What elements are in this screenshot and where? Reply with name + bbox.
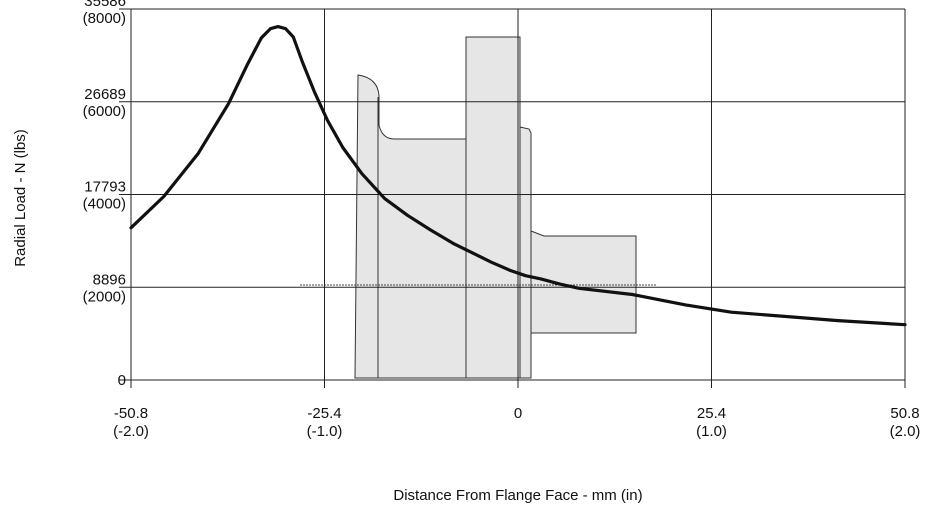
y-axis-title: Radial Load - N (lbs)	[12, 129, 29, 267]
x-tick-label: -25.4	[307, 405, 341, 422]
shaft-drawing	[300, 36, 657, 379]
grid	[119, 8, 906, 388]
y-tick-label: 26689	[84, 86, 126, 103]
x-tick-label: 0	[514, 405, 522, 422]
shaft-drawing-hub	[465, 36, 521, 379]
x-tick-label-in: (1.0)	[696, 423, 727, 440]
x-tick-label-in: (-1.0)	[307, 423, 343, 440]
shaft-drawing-step	[519, 126, 532, 379]
shaft-drawing-pilot	[530, 230, 637, 334]
y-tick-label: 8896	[93, 271, 126, 288]
y-tick-label-lbs: (2000)	[83, 288, 126, 305]
x-tick-label-in: (-2.0)	[113, 423, 149, 440]
y-tick-label-lbs: (8000)	[83, 10, 126, 27]
series-layer	[129, 25, 907, 327]
tick-labels: 0 8896(2000) 17793(4000) 26689(6000) 35586(8…	[83, 0, 921, 440]
y-tick-label-lbs: (4000)	[83, 196, 126, 213]
y-tick-label: 0	[118, 372, 126, 389]
x-tick-label-in: (2.0)	[890, 423, 921, 440]
x-tick-label: 25.4	[697, 405, 726, 422]
radial-load-curve	[129, 25, 907, 327]
y-tick-label: 35586	[84, 0, 126, 10]
x-tick-label: -50.8	[114, 405, 148, 422]
shaft-drawing-flange	[354, 74, 467, 379]
y-tick-label: 17793	[84, 179, 126, 196]
x-axis-title: Distance From Flange Face - mm (in)	[393, 487, 642, 504]
y-tick-label-lbs: (6000)	[83, 103, 126, 120]
x-tick-label: 50.8	[890, 405, 919, 422]
